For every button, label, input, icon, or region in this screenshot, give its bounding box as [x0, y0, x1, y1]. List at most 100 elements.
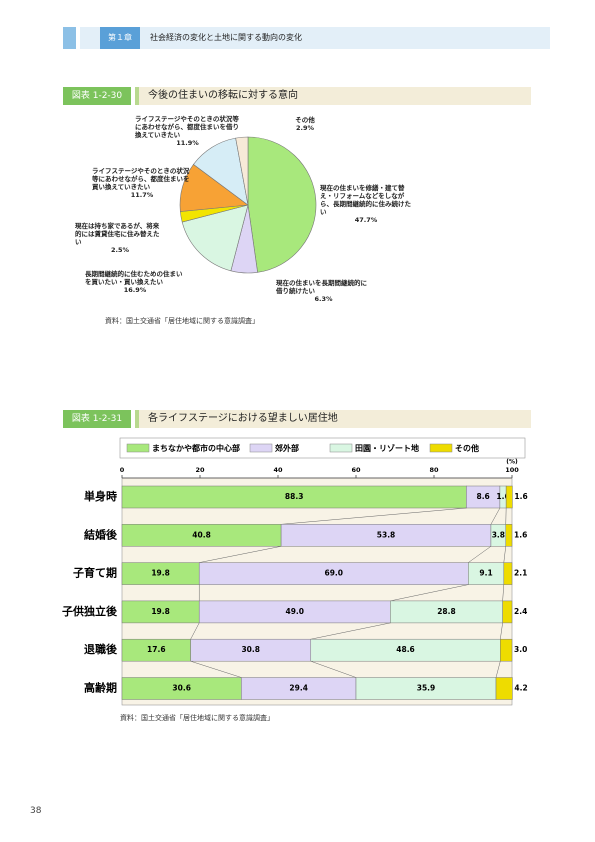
- legend-swatch: [429, 443, 453, 453]
- bar-segment: [502, 600, 513, 624]
- x-tick-label: 100: [505, 466, 519, 474]
- chapter: 第１章: [100, 27, 140, 49]
- bar-segment: [503, 562, 513, 585]
- pie-label: ライフステージやそのときの状況等にあわせながら、都度住まいを借り換えていきたい 1…: [135, 115, 240, 147]
- x-tick-label: 0: [120, 466, 125, 474]
- figure-title-bar: [135, 410, 531, 428]
- category-label: 結婚後: [84, 527, 118, 541]
- source: 資料：国土交通省「居住地域に関する意識調査」: [120, 714, 274, 722]
- value-label: 28.8: [437, 607, 456, 616]
- value-label: 48.6: [396, 645, 415, 654]
- value-label: 1.6: [514, 530, 527, 539]
- value-label: 29.4: [289, 684, 308, 693]
- value-label: 88.3: [285, 492, 304, 501]
- connector: [281, 507, 467, 525]
- value-label: 1.6: [496, 492, 509, 501]
- connector: [503, 546, 507, 563]
- pie-slice: [181, 204, 249, 272]
- pie-label-text: ライフステージやそのときの状況等にあわせながら、都度住まいを買い換えていきたい: [92, 167, 190, 191]
- legend-swatch: [329, 443, 353, 453]
- legend-label: 田園・リゾート地: [355, 443, 419, 453]
- connector: [502, 584, 505, 601]
- pie-label: 現在の住まいを修繕・建て替え・リフォームなどをしながら、長期間継続的に住み続けた…: [320, 184, 412, 224]
- pie-label: 現在は持ち家であるが、将来的には賃貸住宅に住み替えたい 2.5%: [75, 222, 165, 254]
- pie-label-text: その他: [295, 116, 315, 124]
- category-label: 単身時: [84, 489, 117, 503]
- x-tick-label: 60: [351, 466, 361, 474]
- value-label: 53.8: [377, 530, 396, 539]
- connector: [310, 660, 357, 678]
- connector: [190, 622, 200, 640]
- header-mark: [63, 27, 76, 49]
- pie-value-label: 11.9%: [176, 139, 199, 147]
- connector: [390, 584, 469, 602]
- pie-slice: [235, 136, 249, 206]
- pie-label-text: 長期間継続的に住むための住まいを買いたい・買い換えたい: [85, 270, 183, 286]
- value-label: 3.0: [514, 645, 527, 654]
- pie-label-text: ライフステージやそのときの状況等にあわせながら、都度住まいを借り換えていきたい: [135, 115, 239, 139]
- category-label: 子育て期: [73, 566, 117, 580]
- legend-swatch: [249, 443, 273, 453]
- pie-value-label: 2.5%: [110, 246, 130, 254]
- x-unit: (%): [506, 459, 518, 466]
- legend-label: その他: [455, 443, 479, 453]
- value-label: 30.6: [172, 684, 191, 693]
- connector: [199, 546, 282, 563]
- pie-label: 現在の住まいを長期間継続的に借り続けたい 6.3%: [276, 279, 371, 303]
- value-label: 8.6: [476, 492, 489, 501]
- pie-value-label: 11.7%: [130, 191, 154, 199]
- value-label: 3.8: [492, 530, 505, 539]
- value-label: 49.0: [286, 607, 305, 616]
- plot-area: [121, 477, 513, 706]
- category-label: 高齢期: [84, 681, 117, 695]
- value-label: 30.8: [241, 645, 260, 654]
- value-label: 1.6: [514, 492, 527, 501]
- x-tick-label: 20: [195, 466, 205, 474]
- connector: [310, 622, 391, 640]
- pie-value-label: 2.9%: [295, 124, 315, 132]
- value-label: 4.2: [514, 684, 527, 693]
- connector: [500, 622, 503, 640]
- legend-swatch: [126, 443, 150, 453]
- category-label: 子供独立後: [62, 604, 118, 618]
- value-label: 35.9: [417, 684, 436, 693]
- pie-value-label: 47.7%: [354, 216, 378, 224]
- pie-label-text: 現在の住まいを修繕・建て替え・リフォームなどをしながら、長期間継続的に住み続けた…: [320, 184, 411, 216]
- connector: [490, 507, 501, 525]
- legend-box: [119, 437, 526, 459]
- bar-segment: [495, 677, 513, 700]
- value-label: 40.8: [192, 530, 211, 539]
- pie-label: 長期間継続的に住むための住まいを買いたい・買い換えたい 16.9%: [85, 270, 185, 294]
- value-label: 69.0: [325, 569, 344, 578]
- figure-title: 各ライフステージにおける望ましい居住地: [148, 413, 338, 424]
- pie-slice: [247, 136, 317, 273]
- connector: [190, 660, 242, 678]
- pie-label: ライフステージやそのときの状況等にあわせながら、都度住まいを買い換えていきたい 1…: [92, 167, 192, 199]
- source: 資料：国土交通省「居住地域に関する意識調査」: [105, 317, 259, 325]
- figure-title-bar: [135, 87, 531, 105]
- value-label: 9.1: [479, 569, 492, 578]
- legend-label: まちなかや都市の中心部: [152, 443, 240, 453]
- category-label: 退職後: [84, 642, 118, 656]
- pie-value-label: 6.3%: [314, 295, 333, 303]
- figure-title: 今後の住まいの移転に対する意向: [148, 90, 298, 101]
- value-label: 17.6: [147, 645, 166, 654]
- value-label: 19.8: [151, 569, 170, 578]
- value-label: 2.1: [514, 569, 527, 578]
- page-number: 38: [30, 806, 42, 816]
- pie-value-label: 16.9%: [123, 286, 147, 294]
- connector: [495, 661, 501, 678]
- x-tick-label: 40: [273, 466, 283, 474]
- value-label: 19.8: [151, 607, 170, 616]
- legend-label: 郊外部: [275, 443, 299, 453]
- connector: [468, 546, 492, 563]
- x-tick-label: 80: [429, 466, 439, 474]
- figure-label: 図表 1-2-31: [63, 410, 131, 428]
- bar-segment: [505, 485, 513, 509]
- bar-segment: [505, 524, 513, 547]
- value-label: 2.4: [514, 607, 527, 616]
- bar-segment: [500, 638, 513, 662]
- header-band: [80, 27, 550, 49]
